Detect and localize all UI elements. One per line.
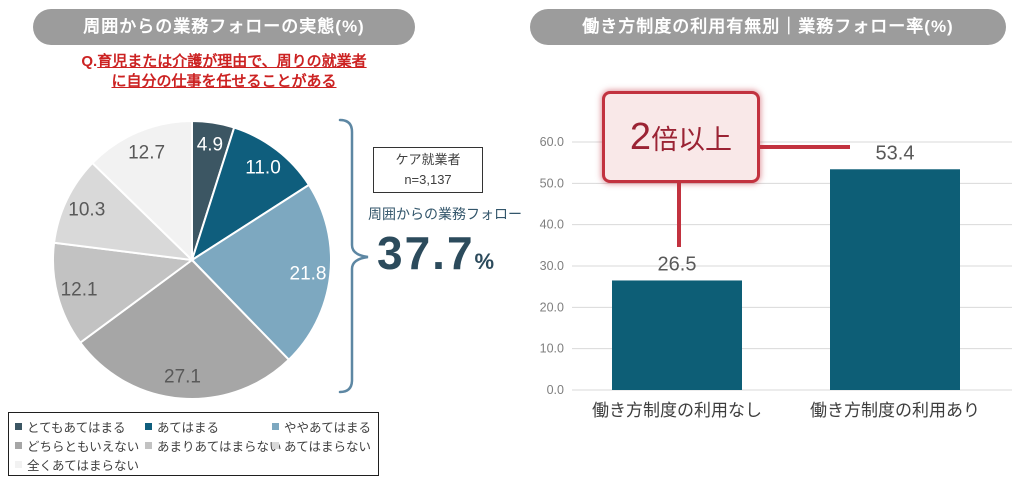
highlight-label: 周囲からの業務フォロー: [368, 206, 522, 222]
question-prefix: Q.: [81, 53, 98, 70]
highlight-unit: %: [474, 249, 495, 274]
y-axis-tick-label: 0.0: [547, 383, 564, 397]
y-axis-tick-label: 50.0: [540, 176, 564, 190]
callout-connector-vertical: [677, 182, 681, 247]
pie-chart-svg: 4.9 11.0 21.8 27.1 12.1 10.3 12.7: [52, 118, 369, 400]
legend-item: とてもあてはまる: [15, 417, 145, 436]
pie-legend: とてもあてはまる あてはまる ややあてはまるどちらともいえない あまりあてはまらないあ…: [8, 412, 379, 476]
left-chart-title: 周囲からの業務フォローの実態(%): [33, 9, 415, 45]
bracket-brace-icon: [338, 118, 369, 394]
legend-item: あまりあてはまらない: [145, 436, 282, 455]
legend-label: あてはまる: [157, 421, 220, 435]
bar-category-label: 働き方制度の利用なし: [592, 401, 762, 420]
pie-slice: [190, 126, 311, 263]
legend-label: あてはまらない: [284, 440, 372, 454]
pie-slice: [190, 183, 332, 362]
bar-chart-svg: 0.0 10.0 20.0 30.0 40.0 50.0 60.0 26.5 働き方制度の利用な…: [540, 135, 1012, 420]
legend-marker-icon: [15, 442, 22, 449]
legend-label: どちらともいえない: [27, 440, 140, 454]
bar: [612, 280, 742, 390]
legend-item: どちらともいえない: [15, 436, 145, 455]
y-axis-tick-label: 60.0: [540, 135, 564, 149]
bar: [830, 169, 960, 390]
pie-slice: [52, 241, 195, 345]
legend-marker-icon: [15, 461, 22, 468]
y-axis-tick-label: 40.0: [540, 218, 564, 232]
legend-marker-icon: [15, 423, 22, 430]
legend-marker-icon: [145, 442, 152, 449]
callout-text: 倍以上: [651, 124, 733, 155]
bar-value-label: 26.5: [658, 253, 697, 275]
sample-group: ケア就業者: [395, 152, 461, 167]
highlight-value: 37.7%: [377, 226, 527, 280]
bar-category-label: 働き方制度の利用あり: [810, 401, 980, 420]
question-line1: 育児または介護が理由で、周りの就業者: [97, 53, 367, 70]
legend-marker-icon: [272, 423, 279, 430]
legend-item: ややあてはまる: [272, 417, 378, 436]
pie-slice-value: 10.3: [68, 199, 105, 220]
pie-slice-value: 12.7: [128, 142, 165, 163]
y-axis-tick-label: 10.0: [540, 342, 564, 356]
legend-item: 全くあてはまらない: [15, 455, 145, 474]
question-line2: に自分の仕事を任せることがある: [111, 73, 337, 90]
pie-slice: [90, 119, 193, 263]
pie-chart: 4.9 11.0 21.8 27.1 12.1 10.3 12.7: [30, 100, 380, 400]
y-axis-tick-label: 20.0: [540, 300, 564, 314]
legend-label: 全くあてはまらない: [27, 459, 140, 473]
pie-slice-value: 12.1: [61, 280, 98, 301]
highlight-number: 37.7: [377, 227, 475, 279]
bar-chart: 0.0 10.0 20.0 30.0 40.0 50.0 60.0 26.5 働き方制度の利用な…: [520, 120, 1020, 440]
pie-slice: [52, 161, 195, 262]
pie-slice-value: 21.8: [290, 263, 327, 284]
right-chart-title: 働き方制度の利用有無別｜業務フォロー率(%): [530, 9, 1006, 45]
survey-question: Q.育児または介護が理由で、周りの就業者 に自分の仕事を任せることがある: [28, 52, 420, 92]
callout-connector-horizontal: [758, 145, 850, 149]
bar-value-label: 53.4: [876, 142, 915, 164]
pie-slice: [78, 258, 291, 400]
legend-item: あてはまる: [145, 417, 272, 436]
sample-n: n=3,137: [404, 172, 452, 187]
pie-slices: [52, 119, 332, 400]
legend-label: とてもあてはまる: [27, 421, 126, 435]
legend-label: あまりあてはまらない: [157, 440, 282, 454]
pie-slice-value: 11.0: [245, 157, 281, 178]
legend-item: あてはまらない: [272, 436, 378, 455]
ratio-callout: 2 倍以上: [602, 91, 760, 183]
callout-number: 2: [629, 115, 652, 158]
legend-label: ややあてはまる: [284, 421, 372, 435]
pie-legend-grid: とてもあてはまる あてはまる ややあてはまるどちらともいえない あまりあてはまらないあ…: [15, 417, 378, 474]
y-axis-tick-label: 30.0: [540, 259, 564, 273]
sample-size-box: ケア就業者 n=3,137: [373, 147, 483, 193]
pie-value-labels: 4.9 11.0 21.8 27.1 12.1 10.3 12.7: [61, 135, 327, 388]
pie-slice-value: 27.1: [164, 366, 201, 387]
legend-marker-icon: [272, 442, 279, 449]
legend-marker-icon: [145, 423, 152, 430]
pie-slice-value: 4.9: [197, 135, 223, 156]
